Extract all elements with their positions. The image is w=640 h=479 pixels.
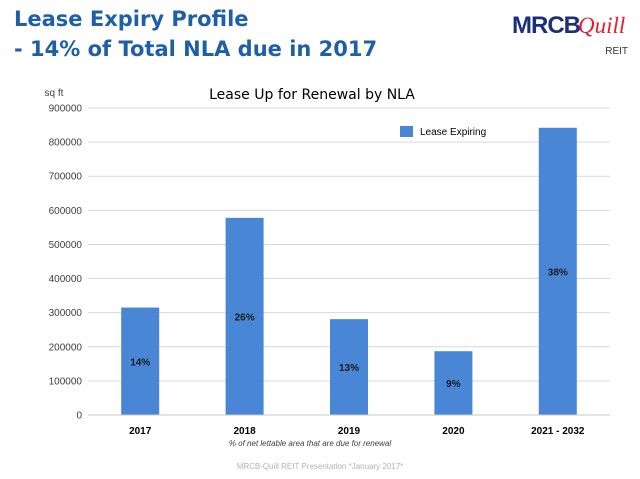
logo-brand-text: MRCB [512,12,581,39]
bar-data-label: 26% [235,312,255,323]
y-tick-label: 300000 [49,308,83,319]
y-axis-unit-label: sq ft [45,88,64,99]
bar-2017 [121,307,160,415]
bar-data-labels: 14% 26% 13% 9% 38% [130,267,568,390]
legend-label: Lease Expiring [420,127,486,138]
slide-title-line1: Lease Expiry Profile [14,7,249,31]
x-tick-label: 2018 [233,426,256,437]
bars [121,127,577,415]
y-tick-label: 100000 [49,376,83,387]
x-tick-label: 2020 [442,426,465,437]
bar-2018 [225,217,264,415]
bar-data-label: 9% [446,379,461,390]
mrcb-quill-logo: MRCB Quill REIT [512,10,630,70]
bar-data-label: 13% [339,363,359,374]
bar-2021-2032 [538,127,577,415]
logo-script-text: Quill [578,13,626,38]
bar-2020 [434,351,473,415]
x-tick-label: 2017 [129,426,152,437]
x-tick-label: 2021 - 2032 [531,426,585,437]
y-tick-label: 500000 [49,240,83,251]
y-tick-label: 200000 [49,342,83,353]
slide-title-line2: - 14% of Total NLA due in 2017 [14,37,378,61]
y-tick-label: 800000 [49,138,83,149]
bar-data-label: 14% [130,357,150,368]
x-tick-label: 2019 [338,426,361,437]
y-tick-label: 0 [76,411,82,422]
bar-2019 [330,319,368,415]
chart-title: Lease Up for Renewal by NLA [209,87,415,103]
bar-data-label: 38% [548,267,568,278]
footer-text: MRCB-Quill REIT Presentation *January 20… [236,462,404,471]
x-axis-caption: % of net lettable area that are due for … [229,439,392,448]
y-axis-ticks: 0 100000 200000 300000 400000 500000 600000 700… [49,104,83,422]
legend: Lease Expiring [400,126,486,138]
legend-swatch [400,126,413,137]
y-tick-label: 900000 [49,104,83,115]
y-tick-label: 700000 [49,172,83,183]
slide-title: Lease Expiry Profile - 14% of Total NLA … [14,4,377,64]
x-axis-ticks: 2017 2018 2019 2020 2021 - 2032 [129,426,585,437]
y-tick-label: 600000 [49,206,83,217]
logo-reit-text: REIT [605,46,628,57]
y-tick-label: 400000 [49,274,83,285]
